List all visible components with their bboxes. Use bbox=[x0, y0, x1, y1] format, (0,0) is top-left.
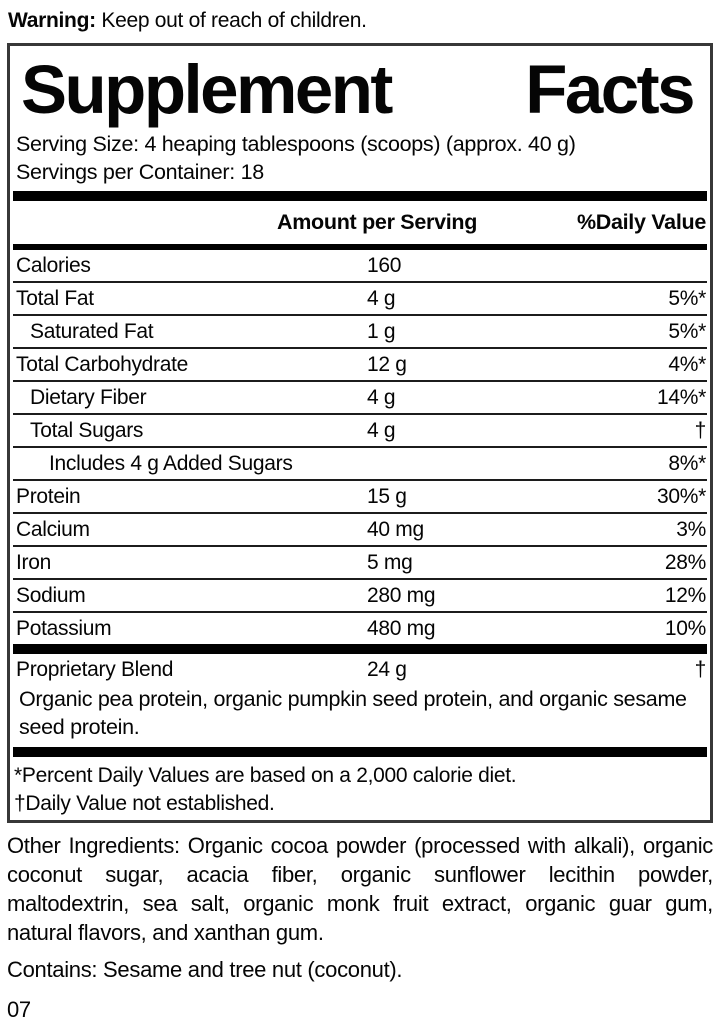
table-row: Iron 5 mg 28% bbox=[13, 545, 707, 578]
nutrient-label: Total Carbohydrate bbox=[16, 353, 189, 376]
nutrient-daily-value: 30%* bbox=[656, 485, 706, 508]
footnotes: *Percent Daily Values are based on a 2,0… bbox=[13, 757, 707, 820]
footnote-percent-daily-values: *Percent Daily Values are based on a 2,0… bbox=[14, 764, 517, 787]
serving-size: Serving Size: 4 heaping tablespoons (sco… bbox=[16, 132, 576, 156]
contains-statement: Contains: Sesame and tree nut (coconut). bbox=[7, 957, 403, 982]
table-row: Total Fat 4 g 5%* bbox=[13, 281, 707, 314]
nutrient-daily-value: 10% bbox=[664, 617, 706, 640]
nutrient-label: Total Sugars bbox=[30, 419, 144, 442]
nutrient-label: Includes 4 g Added Sugars bbox=[49, 452, 293, 475]
nutrient-amount: 1 g bbox=[367, 320, 396, 343]
panel-title-word-2: Facts bbox=[525, 51, 695, 128]
divider-medium-header bbox=[13, 244, 707, 250]
nutrient-amount: 4 g bbox=[367, 287, 396, 310]
nutrient-rows: Calories 160 Total Fat 4 g 5%* Saturated… bbox=[13, 250, 707, 644]
table-row: Saturated Fat 1 g 5%* bbox=[13, 314, 707, 347]
blend-description: Organic pea protein, organic pumpkin see… bbox=[19, 687, 687, 739]
proprietary-blend-row: Proprietary Blend 24 g † bbox=[13, 654, 707, 685]
nutrient-label: Sodium bbox=[16, 584, 86, 607]
servings-per-container: Servings per Container: 18 bbox=[16, 160, 264, 184]
supplement-facts-panel: Supplement Facts Serving Size: 4 heaping… bbox=[7, 43, 713, 823]
nutrient-label: Protein bbox=[16, 485, 81, 508]
nutrient-amount: 15 g bbox=[367, 485, 407, 508]
divider-thick-top bbox=[13, 191, 707, 201]
nutrient-daily-value: 4%* bbox=[668, 353, 706, 376]
table-row: Dietary Fiber 4 g 14%* bbox=[13, 380, 707, 413]
nutrient-daily-value: 28% bbox=[664, 551, 706, 574]
divider-thick-footnotes bbox=[13, 747, 707, 757]
footnote-daily-value-not-established: †Daily Value not established. bbox=[14, 792, 275, 815]
panel-title-word-1: Supplement bbox=[21, 51, 393, 128]
table-row: Potassium 480 mg 10% bbox=[13, 611, 707, 644]
blend-label: Proprietary Blend bbox=[16, 658, 174, 681]
nutrient-amount: 5 mg bbox=[367, 551, 413, 574]
warning-line: Warning: Keep out of reach of children. bbox=[8, 8, 713, 34]
header-daily-value: %Daily Value bbox=[576, 210, 706, 234]
nutrient-daily-value: 5%* bbox=[668, 287, 706, 310]
nutrient-daily-value: † bbox=[694, 419, 707, 442]
nutrient-amount: 480 mg bbox=[367, 617, 436, 640]
nutrient-daily-value: 12% bbox=[664, 584, 706, 607]
nutrient-label: Calories bbox=[16, 254, 91, 277]
blend-daily-value: † bbox=[694, 658, 707, 681]
table-row: Calories 160 bbox=[13, 250, 707, 281]
table-row: Protein 15 g 30%* bbox=[13, 479, 707, 512]
table-row: Calcium 40 mg 3% bbox=[13, 512, 707, 545]
other-ingredients: Other Ingredients: Organic cocoa powder … bbox=[7, 833, 713, 945]
header-amount-per-serving: Amount per Serving bbox=[277, 210, 478, 234]
nutrient-amount: 160 bbox=[367, 254, 402, 277]
warning-text: Keep out of reach of children. bbox=[101, 9, 367, 32]
table-row: Sodium 280 mg 12% bbox=[13, 578, 707, 611]
blend-amount: 24 g bbox=[367, 658, 407, 681]
nutrient-daily-value: 8%* bbox=[668, 452, 706, 475]
nutrient-label: Saturated Fat bbox=[30, 320, 154, 343]
nutrient-label: Iron bbox=[16, 551, 51, 574]
table-header-row: Amount per Serving %Daily Value bbox=[13, 201, 707, 244]
warning-label: Warning: bbox=[8, 9, 96, 32]
nutrient-daily-value: 3% bbox=[676, 518, 706, 541]
table-row: Total Sugars 4 g † bbox=[13, 413, 707, 446]
table-row: Includes 4 g Added Sugars 8%* bbox=[13, 446, 707, 479]
table-row: Total Carbohydrate 12 g 4%* bbox=[13, 347, 707, 380]
nutrient-label: Dietary Fiber bbox=[30, 386, 147, 409]
nutrient-amount: 12 g bbox=[367, 353, 407, 376]
nutrient-label: Potassium bbox=[16, 617, 112, 640]
nutrient-amount: 280 mg bbox=[367, 584, 436, 607]
nutrient-daily-value: 14%* bbox=[656, 386, 706, 409]
panel-title: Supplement Facts bbox=[13, 47, 707, 130]
nutrient-amount: 4 g bbox=[367, 386, 396, 409]
nutrient-daily-value: 5%* bbox=[668, 320, 706, 343]
footer-code: 07 bbox=[7, 997, 31, 1022]
nutrient-label: Total Fat bbox=[16, 287, 94, 310]
nutrient-amount: 40 mg bbox=[367, 518, 424, 541]
nutrient-label: Calcium bbox=[16, 518, 90, 541]
nutrient-amount: 4 g bbox=[367, 419, 396, 442]
divider-thick-blend bbox=[13, 644, 707, 654]
